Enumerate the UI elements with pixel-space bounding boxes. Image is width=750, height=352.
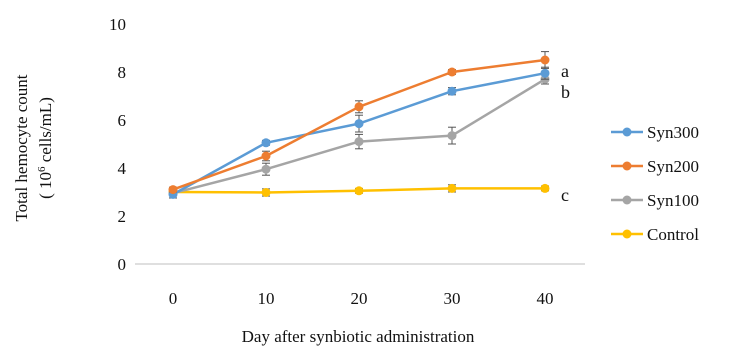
legend-marker-syn200 xyxy=(622,161,632,171)
significance-label-syn100: b xyxy=(561,82,570,102)
data-point-control xyxy=(354,186,364,196)
data-point-syn100 xyxy=(261,164,271,174)
series-layer xyxy=(168,51,550,199)
data-point-control xyxy=(447,183,457,193)
x-tick-label: 30 xyxy=(444,289,461,308)
legend-label-syn200: Syn200 xyxy=(647,157,699,176)
y-tick-label: 10 xyxy=(109,15,126,34)
y-tick-label: 4 xyxy=(118,159,127,178)
data-point-syn100 xyxy=(447,131,457,141)
y-axis-ticks: 0 2 4 6 8 10 xyxy=(109,15,127,274)
data-point-syn200 xyxy=(168,185,178,195)
x-tick-label: 10 xyxy=(258,289,275,308)
x-axis-title: Day after synbiotic administration xyxy=(242,327,475,346)
legend-label-syn300: Syn300 xyxy=(647,123,699,142)
legend-marker-syn300 xyxy=(622,127,632,137)
x-tick-label: 40 xyxy=(537,289,554,308)
legend-marker-control xyxy=(622,229,632,239)
x-axis-ticks: 0 10 20 30 40 xyxy=(169,289,554,308)
series-line-syn300 xyxy=(172,71,546,196)
y-tick-label: 2 xyxy=(118,207,127,226)
significance-label-syn200: a xyxy=(561,61,569,81)
y-axis-title-prefix: ( 10 xyxy=(36,172,55,199)
y-axis-title-superscript: 6 xyxy=(36,166,48,172)
data-point-syn200 xyxy=(354,102,364,112)
data-point-syn200 xyxy=(447,67,457,77)
data-point-control xyxy=(540,183,550,193)
legend-label-control: Control xyxy=(647,225,699,244)
significance-labels: ab c xyxy=(561,61,570,205)
x-tick-label: 20 xyxy=(351,289,368,308)
y-tick-label: 8 xyxy=(118,63,127,82)
legend-label-syn100: Syn100 xyxy=(647,191,699,210)
y-axis-title-line1: Total hemocyte count xyxy=(12,74,31,221)
series-syn300 xyxy=(168,66,550,199)
data-point-syn100 xyxy=(354,137,364,147)
y-tick-label: 0 xyxy=(118,255,127,274)
y-axis-title-line2: ( 106 cells/mL) xyxy=(36,97,55,199)
x-tick-label: 0 xyxy=(169,289,178,308)
series-syn100 xyxy=(168,73,550,198)
data-point-control xyxy=(261,187,271,197)
data-point-syn200 xyxy=(261,151,271,161)
data-point-syn300 xyxy=(261,138,271,148)
y-axis-title-suffix: cells/mL) xyxy=(36,97,55,166)
legend-marker-syn100 xyxy=(622,195,632,205)
data-point-syn300 xyxy=(354,119,364,129)
series-syn200 xyxy=(168,51,550,195)
legend: Syn300 Syn200 Syn100 Control xyxy=(611,123,699,244)
data-point-syn300 xyxy=(540,68,550,78)
y-tick-label: 6 xyxy=(118,111,127,130)
significance-label-control: c xyxy=(561,185,569,205)
data-point-syn300 xyxy=(447,86,457,96)
series-control xyxy=(168,183,550,197)
data-point-syn200 xyxy=(540,55,550,65)
